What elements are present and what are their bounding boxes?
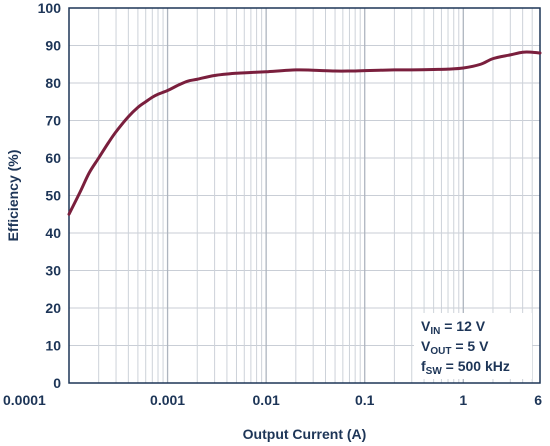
y-tick-label: 20: [45, 300, 61, 316]
y-tick-label: 80: [45, 75, 61, 91]
x-tick-label: 0.1: [355, 392, 375, 408]
x-tick-label: 0.01: [253, 392, 280, 408]
y-tick-label: 0: [53, 375, 61, 391]
annotation-background: [414, 313, 532, 379]
plot-frame: [68, 7, 541, 384]
series-layer: [67, 50, 542, 216]
x-tick-label: 0.001: [150, 392, 185, 408]
efficiency-series-line: [67, 50, 542, 216]
x-axis-title: Output Current (A): [243, 426, 367, 442]
y-tick-label: 100: [38, 0, 62, 16]
y-tick-label: 10: [45, 338, 61, 354]
x-tick-label: 6: [534, 392, 542, 408]
annotation-line: fSW = 500 kHz: [421, 358, 510, 377]
y-tick-label: 50: [45, 188, 61, 204]
y-tick-label: 60: [45, 150, 61, 166]
y-tick-label: 90: [45, 38, 61, 54]
annotation-line: VIN = 12 V: [421, 318, 486, 337]
annotation-line: VOUT = 5 V: [421, 338, 489, 357]
x-tick-label: 1: [459, 392, 467, 408]
y-tick-label: 70: [45, 113, 61, 129]
tick-labels: 0 10 20 30 40 50 60 70 80 90 100 0.0001 0.001 0.01 0.1…: [3, 0, 542, 408]
y-tick-label: 30: [45, 263, 61, 279]
y-axis-title: Efficiency (%): [5, 150, 21, 242]
y-tick-label: 40: [45, 225, 61, 241]
x-tick-label: 0.0001: [3, 392, 46, 408]
